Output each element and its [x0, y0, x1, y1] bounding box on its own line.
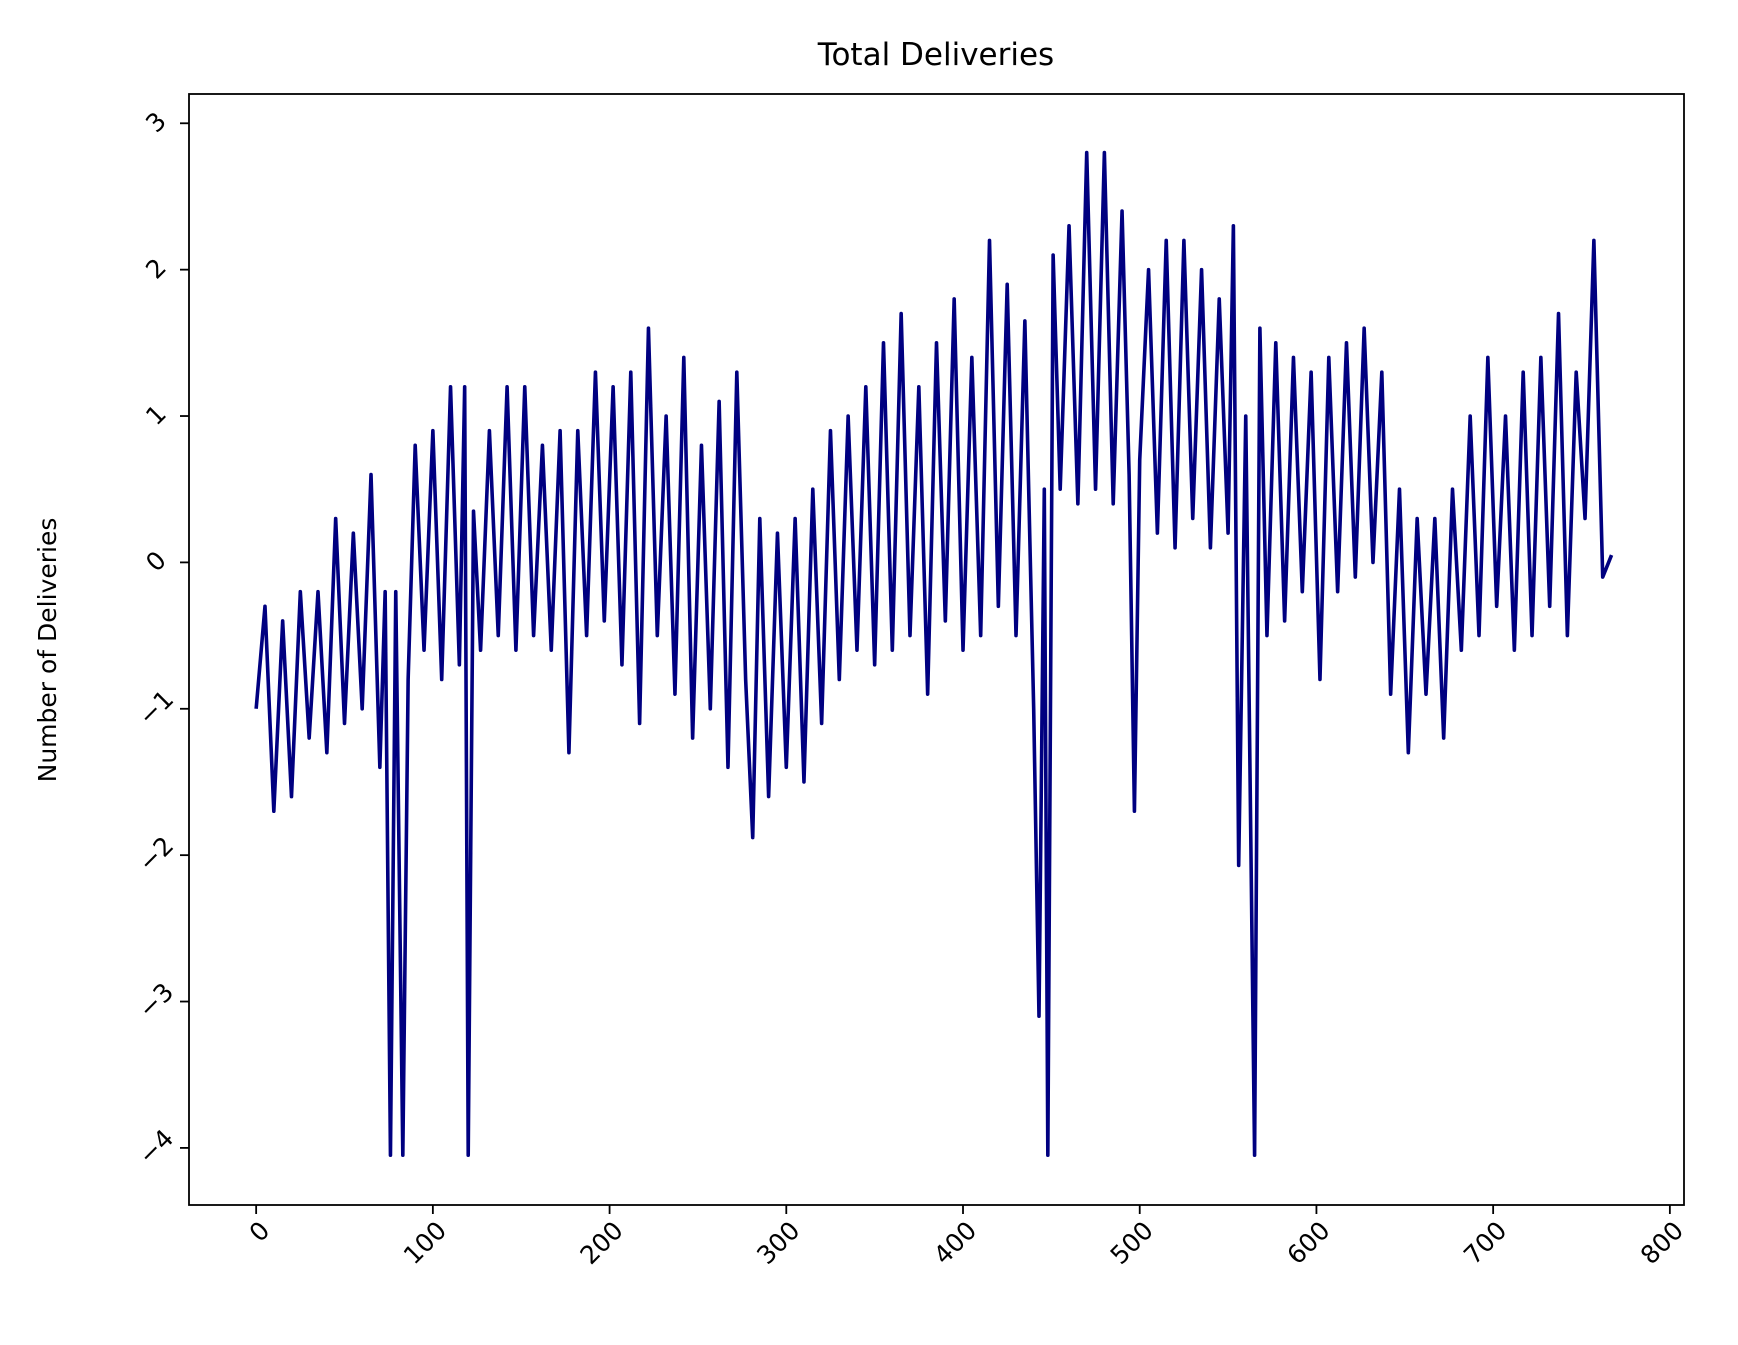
y-tick-label: −3	[133, 977, 180, 1024]
y-tick-label: −1	[133, 684, 180, 731]
x-tick-label: 700	[1458, 1216, 1512, 1270]
y-tick-label: 3	[140, 106, 172, 138]
y-tick-label: 1	[140, 399, 172, 431]
plot-frame	[188, 93, 1685, 1206]
x-tick-label: 0	[244, 1216, 276, 1248]
chart-title: Total Deliveries	[817, 37, 1054, 73]
x-tick-label: 200	[575, 1216, 629, 1270]
x-tick-label: 600	[1281, 1216, 1335, 1270]
x-tick-label: 400	[928, 1216, 982, 1270]
x-tick-label: 800	[1635, 1216, 1689, 1270]
y-tick-label: 2	[140, 253, 172, 285]
data-line	[254, 150, 1614, 1158]
x-tick-label: 300	[751, 1216, 805, 1270]
y-tick-label: −4	[133, 1124, 180, 1171]
y-tick-label: −2	[133, 831, 180, 878]
y-tick-label: 0	[140, 545, 172, 577]
x-tick-label: 500	[1105, 1216, 1159, 1270]
x-tick-label: 100	[398, 1216, 452, 1270]
y-axis-label: Number of Deliveries	[33, 518, 62, 783]
